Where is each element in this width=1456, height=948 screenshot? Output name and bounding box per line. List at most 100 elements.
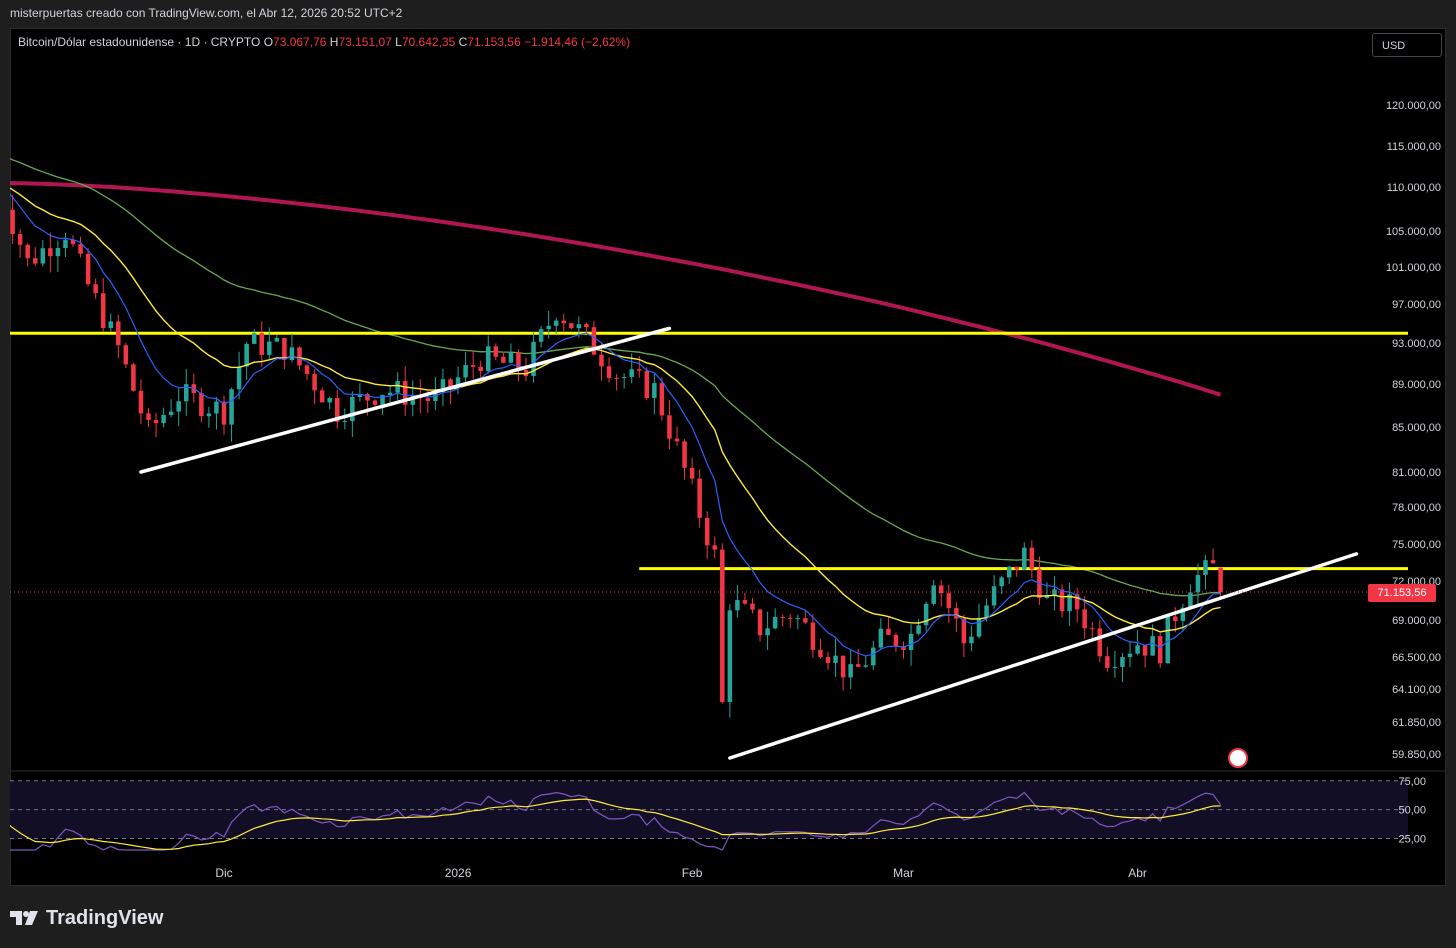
candle-body [795, 618, 801, 620]
candle-body [893, 634, 899, 647]
candle-body [689, 467, 695, 479]
candle-body [818, 649, 823, 658]
candle-body [931, 585, 936, 604]
y-axis-tick-label: 69.000,00 [1392, 615, 1441, 627]
candle-body [984, 605, 989, 618]
candle-body [282, 337, 287, 361]
candle-body [365, 394, 370, 401]
candle-body [1097, 628, 1103, 657]
candle-body [251, 333, 257, 344]
candle-body [85, 253, 91, 285]
last-price-badge: 71.153,56 [1368, 584, 1436, 602]
candle-body [486, 346, 491, 371]
currency-button[interactable]: USD [1372, 33, 1442, 57]
candlestick-chart[interactable]: 120.000,00 115.000,00 110.000,00 105.000,00… [10, 28, 1446, 886]
candle-body [727, 610, 733, 703]
candle-body [923, 603, 929, 626]
candle-body [954, 608, 959, 619]
candle-body [1150, 636, 1155, 656]
candle-body [780, 616, 785, 618]
candle-body [788, 617, 793, 619]
candle-body [78, 244, 83, 254]
candle-body [712, 545, 717, 550]
candle-body [810, 622, 816, 650]
low-label: L [395, 35, 402, 49]
close-value: 71.153,56 [467, 35, 521, 49]
candle-body [1180, 607, 1186, 622]
candle-body [546, 325, 551, 330]
rsi-ma-line [10, 798, 1221, 850]
candle-body [516, 352, 521, 371]
candle-body [584, 324, 589, 328]
candle-body [304, 365, 310, 375]
candle-body [825, 657, 831, 664]
candle-body [855, 664, 861, 667]
symbol-name[interactable]: Bitcoin/Dólar estadounidense · 1D · CRYP… [18, 35, 261, 49]
candle-body [750, 603, 755, 610]
candle-body [1105, 656, 1110, 668]
candle-body [1210, 560, 1216, 564]
candle-body [327, 397, 332, 403]
change-value: −1.914,46 (−2,62%) [524, 35, 631, 49]
candle-body [1014, 566, 1019, 570]
candle-body [425, 398, 431, 401]
candle-body [599, 354, 604, 367]
candle-body [48, 248, 53, 257]
ema-55-line [10, 158, 1221, 597]
candle-body [274, 337, 280, 342]
open-label: O [263, 35, 274, 49]
candle-body [629, 369, 634, 378]
candle-body [999, 577, 1004, 587]
candle-body [538, 329, 544, 342]
price-pane [10, 158, 1408, 768]
candle-body [1188, 592, 1193, 608]
ema-9-line [10, 193, 1221, 657]
y-axis-tick-label: 105.000,00 [1386, 226, 1441, 238]
candle-body [312, 374, 317, 391]
chart-attribution: misterpuertas creado con TradingView.com… [10, 6, 403, 20]
high-label: H [329, 35, 339, 49]
candle-body [652, 383, 657, 399]
y-axis-tick-label: 75.000,00 [1392, 539, 1441, 551]
candle-body [33, 258, 38, 264]
candle-body [916, 625, 921, 634]
candle-body [387, 392, 393, 395]
y-axis-tick-label: 120.000,00 [1386, 100, 1441, 112]
candle-body [667, 415, 672, 439]
candle-body [1195, 574, 1201, 593]
economic-event-icon [1228, 748, 1248, 768]
x-axis-tick-label: 2026 [445, 866, 472, 880]
candle-body [131, 364, 136, 391]
candle-body [138, 390, 144, 414]
y-axis-tick-label: 81.000,00 [1392, 467, 1441, 479]
tradingview-brand[interactable]: TradingView [10, 904, 163, 932]
candle-body [1029, 547, 1035, 570]
candle-body [508, 352, 514, 363]
candle-body [206, 413, 212, 417]
y-axis-tick-label: 78.000,00 [1392, 502, 1441, 514]
candle-body [1067, 594, 1072, 612]
candle-body [146, 413, 151, 420]
candle-body [991, 586, 997, 606]
candle-body [17, 234, 23, 245]
open-value: 73.067,76 [273, 35, 327, 49]
candle-body [93, 284, 98, 294]
chart-frame [10, 28, 1446, 886]
y-axis-tick-label: 59.850,00 [1392, 749, 1441, 761]
close-label: C [458, 35, 468, 49]
ema-200-line [10, 181, 1222, 397]
candle-body [55, 247, 61, 257]
candle-body [350, 396, 355, 422]
candle-body [267, 341, 272, 355]
candle-body [1203, 560, 1208, 575]
candle-body [704, 517, 710, 546]
rsi-pane [10, 770, 1446, 851]
candle-body [720, 549, 725, 703]
candle-body [40, 248, 46, 264]
candle-body [470, 365, 476, 367]
x-axis-tick-label: Mar [893, 866, 914, 880]
candle-body [742, 600, 748, 604]
candle-body [108, 321, 113, 328]
y-axis-tick-label: 66.500,00 [1392, 652, 1441, 664]
candle-body [289, 347, 295, 361]
